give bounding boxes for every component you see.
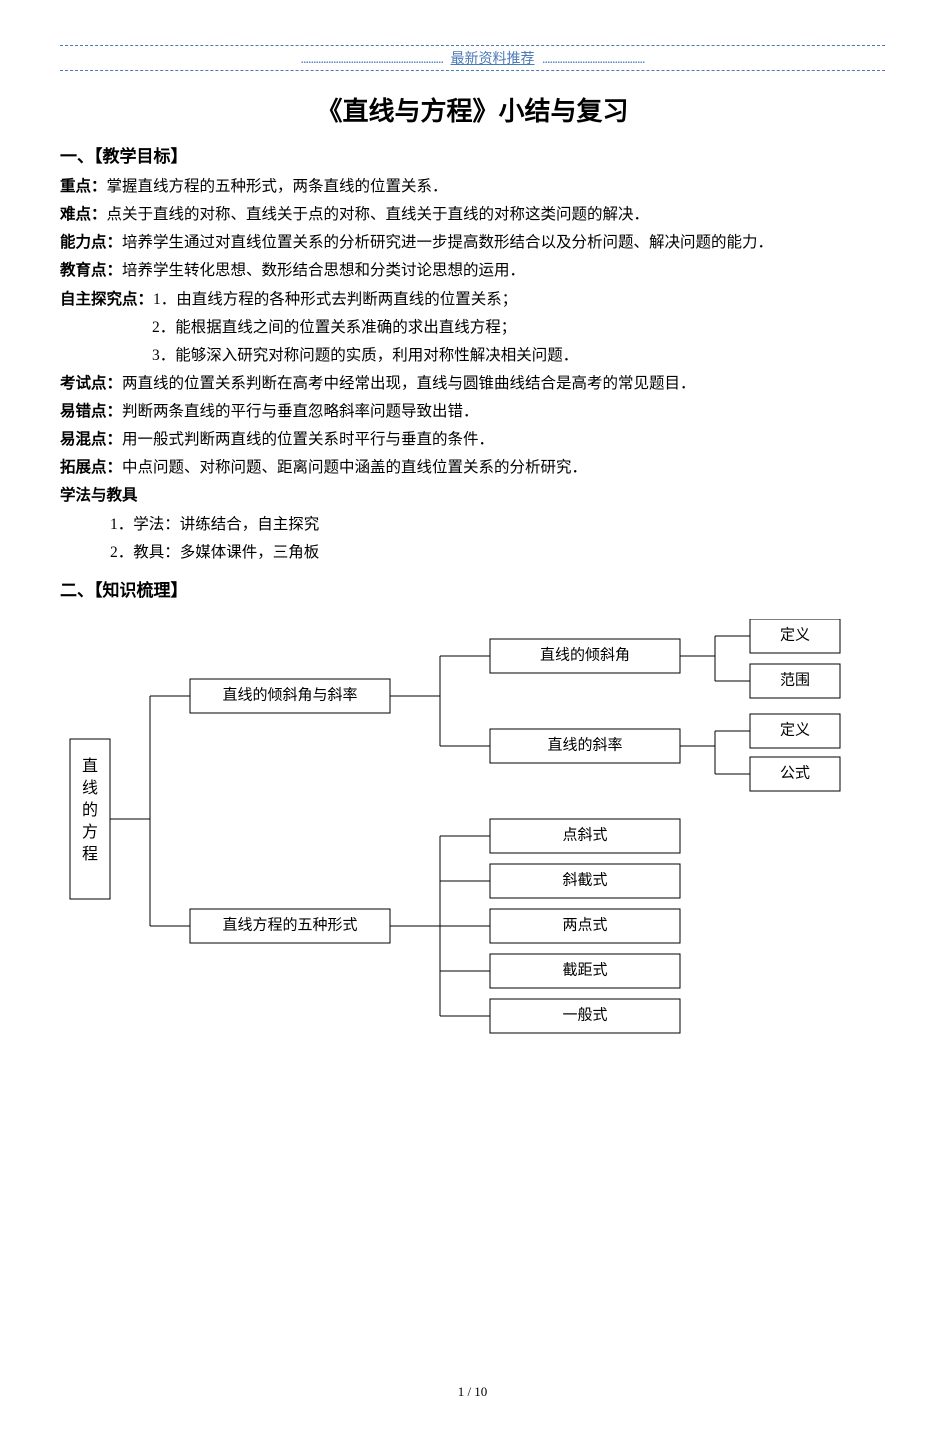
header-banner: ........................................… xyxy=(60,45,885,71)
svg-text:线: 线 xyxy=(82,779,98,797)
point-label: 考试点： xyxy=(60,375,122,392)
objective-text: 点关于直线的对称、直线关于点的对称、直线关于直线的对称这类问题的解决． xyxy=(107,206,650,223)
point-line: 易混点：用一般式判断两直线的位置关系时平行与垂直的条件． xyxy=(60,426,885,453)
page-footer: 1 / 10 xyxy=(60,1384,885,1400)
point-text: 两直线的位置关系判断在高考中经常出现，直线与圆锥曲线结合是高考的常见题目． xyxy=(122,375,696,392)
self-explore-label: 自主探究点： xyxy=(60,291,153,308)
point-label: 易错点： xyxy=(60,403,122,420)
svg-text:斜截式: 斜截式 xyxy=(562,871,607,888)
self-explore-item-1: 2．能根据直线之间的位置关系准确的求出直线方程； xyxy=(60,314,885,341)
svg-text:的: 的 xyxy=(82,801,98,819)
point-label: 拓展点： xyxy=(60,459,122,476)
svg-text:程: 程 xyxy=(82,845,98,863)
objective-line: 能力点：培养学生通过对直线位置关系的分析研究进一步提高数形结合以及分析问题、解决… xyxy=(60,229,885,256)
svg-text:直线的斜率: 直线的斜率 xyxy=(547,736,622,753)
knowledge-diagram: 直线的方程 直线的倾斜角与斜率直线方程的五种形式 直线的倾斜角直线的斜率点斜式斜截式… xyxy=(60,619,885,1064)
methods-heading: 学法与教具 xyxy=(60,482,885,509)
objective-line: 教育点：培养学生转化思想、数形结合思想和分类讨论思想的运用． xyxy=(60,257,885,284)
svg-text:直: 直 xyxy=(82,757,98,775)
objective-text: 掌握直线方程的五种形式，两条直线的位置关系． xyxy=(107,178,448,195)
objective-line: 重点：掌握直线方程的五种形式，两条直线的位置关系． xyxy=(60,173,885,200)
point-line: 拓展点：中点问题、对称问题、距离问题中涵盖的直线位置关系的分析研究． xyxy=(60,454,885,481)
section-2-heading: 二、【知识梳理】 xyxy=(60,576,885,601)
header-dots-right: ........................................… xyxy=(542,52,645,67)
svg-text:两点式: 两点式 xyxy=(562,916,607,933)
svg-text:定义: 定义 xyxy=(780,721,810,738)
objective-label: 教育点： xyxy=(60,262,122,279)
point-line: 考试点：两直线的位置关系判断在高考中经常出现，直线与圆锥曲线结合是高考的常见题目… xyxy=(60,370,885,397)
point-text: 判断两条直线的平行与垂直忽略斜率问题导致出错． xyxy=(122,403,479,420)
svg-text:截距式: 截距式 xyxy=(562,961,607,978)
objective-text: 培养学生转化思想、数形结合思想和分类讨论思想的运用． xyxy=(122,262,525,279)
objective-label: 难点： xyxy=(60,206,107,223)
self-explore-item-0: 1．由直线方程的各种形式去判断两直线的位置关系； xyxy=(153,291,517,308)
svg-text:方: 方 xyxy=(82,823,98,841)
svg-text:直线的倾斜角与斜率: 直线的倾斜角与斜率 xyxy=(222,686,357,703)
point-label: 易混点： xyxy=(60,431,122,448)
self-explore-item-2: 3．能够深入研究对称问题的实质，利用对称性解决相关问题． xyxy=(60,342,885,369)
header-label: 最新资料推荐 xyxy=(451,52,535,67)
point-text: 用一般式判断两直线的位置关系时平行与垂直的条件． xyxy=(122,431,494,448)
svg-text:一般式: 一般式 xyxy=(562,1006,607,1023)
svg-text:直线方程的五种形式: 直线方程的五种形式 xyxy=(222,916,357,933)
point-line: 易错点：判断两条直线的平行与垂直忽略斜率问题导致出错． xyxy=(60,398,885,425)
svg-text:点斜式: 点斜式 xyxy=(562,826,607,843)
objective-text: 培养学生通过对直线位置关系的分析研究进一步提高数形结合以及分析问题、解决问题的能… xyxy=(122,234,773,251)
svg-text:范围: 范围 xyxy=(780,671,810,688)
svg-text:公式: 公式 xyxy=(780,764,810,781)
section-1-heading: 一、【教学目标】 xyxy=(60,142,885,167)
objective-label: 重点： xyxy=(60,178,107,195)
self-explore-line-0: 自主探究点：1．由直线方程的各种形式去判断两直线的位置关系； xyxy=(60,286,885,313)
objective-label: 能力点： xyxy=(60,234,122,251)
svg-text:定义: 定义 xyxy=(780,626,810,643)
point-text: 中点问题、对称问题、距离问题中涵盖的直线位置关系的分析研究． xyxy=(122,459,587,476)
method-2: 2．教具：多媒体课件，三角板 xyxy=(60,539,885,566)
objective-line: 难点：点关于直线的对称、直线关于点的对称、直线关于直线的对称这类问题的解决． xyxy=(60,201,885,228)
method-1: 1．学法：讲练结合，自主探究 xyxy=(60,511,885,538)
svg-text:直线的倾斜角: 直线的倾斜角 xyxy=(540,646,630,663)
page-title: 《直线与方程》小结与复习 xyxy=(60,91,885,128)
header-dots-left: ........................................… xyxy=(301,52,444,67)
